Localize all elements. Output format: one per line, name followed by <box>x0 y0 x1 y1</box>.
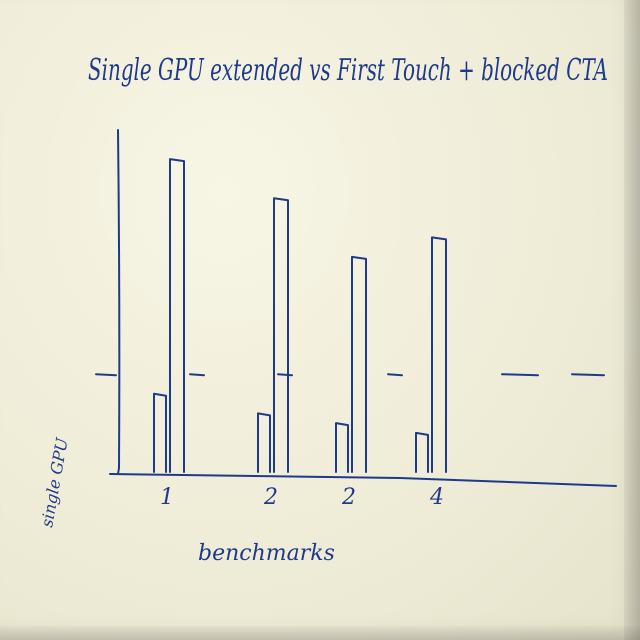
bar-series-1 <box>153 392 167 473</box>
baseline-dash <box>95 373 117 377</box>
bar-series-2 <box>351 255 367 473</box>
sticky-note-edge <box>624 0 640 640</box>
bars <box>153 158 447 473</box>
bar-series-1 <box>257 412 271 473</box>
x-axis-label: benchmarks <box>198 541 335 566</box>
bar-series-1 <box>335 422 349 473</box>
x-tick-labels: 1 2 2 4 <box>160 485 444 510</box>
x-tick-label: 4 <box>429 485 444 510</box>
x-tick-label: 1 <box>160 485 174 510</box>
baseline-dash <box>571 373 605 377</box>
y-axis <box>117 129 121 475</box>
x-tick-label: 2 <box>263 485 278 510</box>
bar-series-1 <box>415 431 429 473</box>
baseline-dash <box>189 373 205 377</box>
baseline-dashes <box>95 373 605 377</box>
bar-series-2 <box>431 236 447 473</box>
x-tick-label: 2 <box>341 485 356 510</box>
baseline-dash <box>387 373 403 377</box>
bar-series-2 <box>169 158 185 473</box>
baseline-dash <box>501 373 539 377</box>
baseline-dash <box>277 373 293 377</box>
bar-series-2 <box>273 197 289 473</box>
sticky-note-edge-bottom <box>0 626 640 640</box>
x-axis <box>109 473 617 487</box>
y-axis-label: single GPU <box>37 436 71 529</box>
chart-title: Single GPU extended vs First Touch + blo… <box>88 53 608 88</box>
